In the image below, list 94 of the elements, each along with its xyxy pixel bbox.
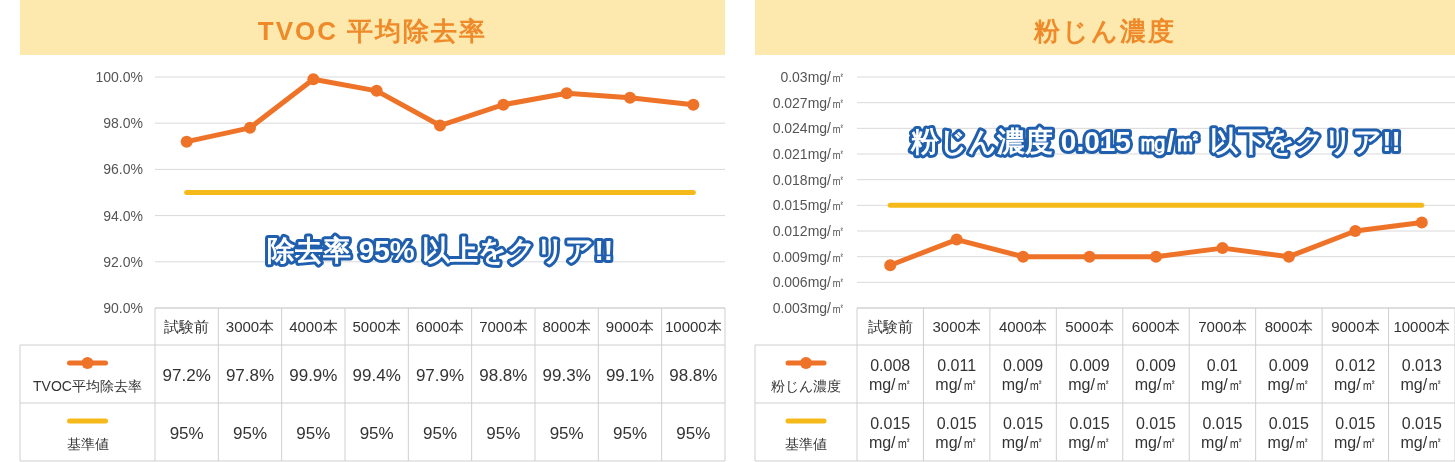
data-label: 0.015 mg/㎡ [1001, 415, 1045, 451]
y-tick-label: 98.0% [103, 115, 143, 132]
point [1017, 250, 1030, 263]
data-label: 0.01 mg/㎡ [1201, 357, 1244, 393]
x-tick-label: 7000本 [479, 318, 528, 335]
data-label: 0.015 mg/㎡ [1134, 415, 1178, 451]
point [1415, 216, 1428, 229]
data-label: 98.8% [669, 366, 718, 385]
point [244, 121, 256, 134]
data-label: 95% [232, 424, 268, 443]
data-label: 0.015 mg/㎡ [1400, 415, 1444, 451]
y-tick-label: 0.006mg/㎡ [772, 274, 845, 291]
data-label: 95% [549, 424, 584, 443]
legend-label: 粉じん濃度 [771, 378, 841, 394]
data-label: 95% [612, 424, 648, 443]
point [1216, 242, 1229, 255]
point [624, 91, 636, 104]
point [1349, 225, 1362, 237]
x-tick-label: 9000本 [605, 318, 655, 335]
point [1282, 250, 1295, 263]
data-label: 95% [169, 424, 204, 443]
point [434, 119, 446, 132]
point [180, 135, 193, 148]
data-label: 95% [486, 424, 521, 443]
data-label: 95% [422, 424, 458, 443]
data-label: 0.015 mg/㎡ [1068, 415, 1111, 451]
data-label: 0.011 mg/㎡ [935, 357, 978, 393]
data-label: 0.015 mg/㎡ [868, 415, 912, 451]
y-tick-label: 0.027mg/㎡ [772, 94, 845, 111]
y-tick-label: 0.021mg/㎡ [772, 146, 845, 162]
x-tick-label: 7000本 [1198, 318, 1247, 335]
y-tick-label: 0.024mg/㎡ [772, 120, 845, 137]
x-tick-label: 4000本 [998, 318, 1048, 335]
legend-label: TVOC平均除去率 [33, 378, 142, 394]
data-label: 97.8% [225, 366, 275, 385]
x-tick-label: 試験前 [867, 318, 913, 335]
chart-title: 粉じん濃度 [1033, 16, 1176, 46]
data-label: 95% [676, 424, 711, 443]
chart-title: TVOC 平均除去率 [257, 16, 488, 46]
point [884, 259, 897, 272]
y-tick-label: 94.0% [103, 207, 143, 224]
x-tick-label: 6000本 [415, 318, 465, 335]
point [370, 84, 383, 97]
data-label: 0.008 mg/㎡ [868, 357, 912, 393]
data-label: 99.3% [542, 366, 591, 385]
point [950, 233, 963, 246]
data-label: 0.015 mg/㎡ [1334, 415, 1377, 451]
data-label: 95% [296, 424, 331, 443]
y-tick-label: 0.012mg/㎡ [772, 223, 845, 239]
data-label: 97.9% [415, 366, 465, 385]
legend-label: 基準値 [785, 436, 827, 452]
data-label: 0.015 mg/㎡ [935, 415, 978, 451]
x-tick-label: 9000本 [1331, 318, 1380, 335]
point [1083, 250, 1096, 263]
x-tick-label: 8000本 [542, 318, 591, 335]
y-tick-label: 90.0% [103, 300, 143, 316]
data-label: 95% [359, 424, 394, 443]
y-tick-label: 0.003mg/㎡ [772, 300, 845, 316]
data-label: 0.015 mg/㎡ [1201, 415, 1244, 451]
y-tick-label: 0.009mg/㎡ [772, 248, 845, 265]
data-label: 98.8% [479, 366, 528, 385]
x-tick-label: 試験前 [164, 318, 210, 335]
x-tick-label: 3000本 [225, 318, 275, 335]
y-tick-label: 0.018mg/㎡ [772, 171, 845, 188]
x-tick-label: 10000本 [1393, 318, 1451, 335]
x-tick-label: 5000本 [1065, 318, 1114, 335]
data-label: 0.015 mg/㎡ [1267, 415, 1311, 451]
data-label: 99.1% [605, 366, 655, 385]
point [497, 98, 510, 111]
data-label: 0.009 mg/㎡ [1068, 357, 1111, 393]
data-label: 97.2% [162, 366, 211, 385]
data-label: 0.009 mg/㎡ [1267, 357, 1311, 393]
data-label: 0.009 mg/㎡ [1134, 357, 1178, 393]
data-label: 0.009 mg/㎡ [1001, 357, 1045, 393]
data-label: 0.012 mg/㎡ [1334, 357, 1377, 393]
y-tick-label: 96.0% [103, 161, 143, 178]
y-tick-label: 0.015mg/㎡ [772, 197, 845, 214]
x-tick-label: 6000本 [1131, 318, 1181, 335]
data-label: 99.9% [289, 366, 338, 385]
legend-label: 基準値 [66, 436, 109, 452]
point [307, 73, 320, 86]
point [1150, 250, 1162, 263]
data-label: 0.013 mg/㎡ [1400, 357, 1444, 393]
x-tick-label: 3000本 [932, 318, 981, 335]
point [560, 87, 573, 100]
y-tick-label: 0.03mg/㎡ [780, 69, 845, 85]
y-tick-label: 100.0% [95, 69, 143, 85]
x-tick-label: 4000本 [289, 318, 338, 335]
point [687, 98, 700, 111]
x-tick-label: 10000本 [664, 318, 722, 335]
x-tick-label: 5000本 [352, 318, 401, 335]
y-tick-label: 92.0% [103, 253, 143, 270]
data-label: 99.4% [352, 366, 401, 385]
x-tick-label: 8000本 [1264, 318, 1314, 335]
